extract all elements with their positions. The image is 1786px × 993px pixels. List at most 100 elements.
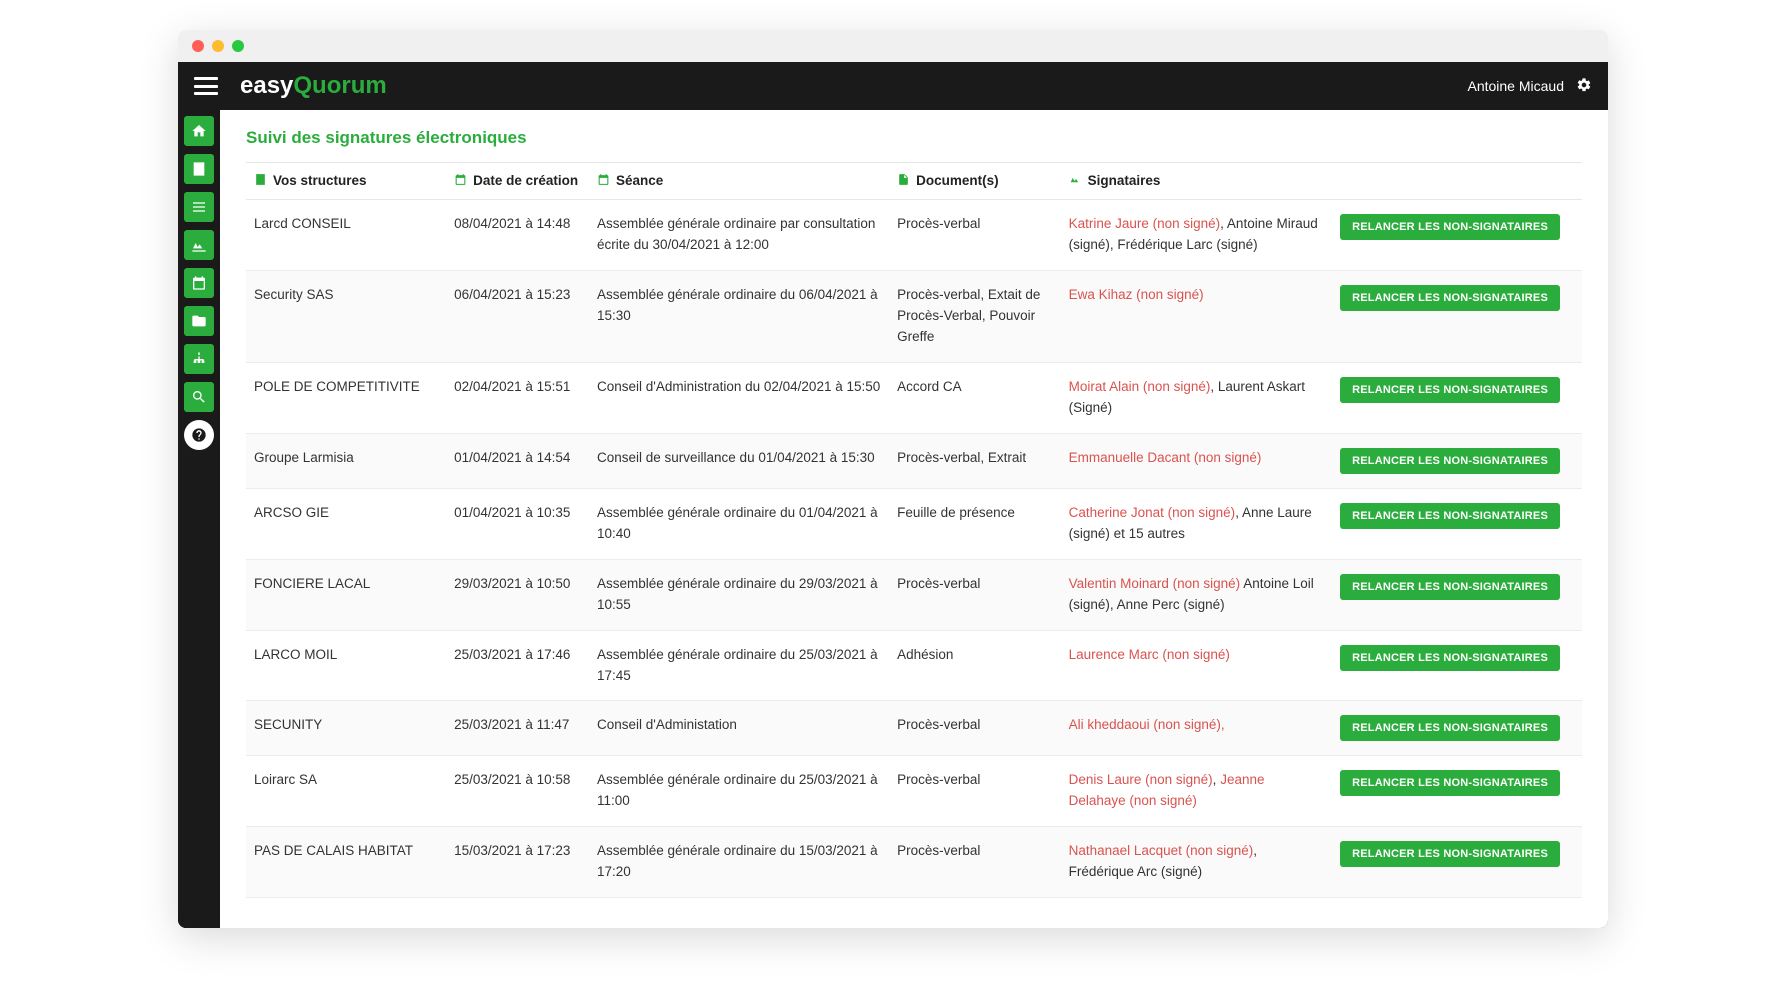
signataire-part: Nathanael Lacquet (non signé): [1069, 843, 1254, 858]
relaunch-button[interactable]: RELANCER LES NON-SIGNATAIRES: [1340, 645, 1560, 671]
cell-date: 08/04/2021 à 14:48: [446, 200, 589, 271]
app-logo[interactable]: easyQuorum: [240, 72, 387, 100]
table-row: FONCIERE LACAL29/03/2021 à 10:50Assemblé…: [246, 559, 1582, 630]
cell-seance: Assemblée générale ordinaire du 06/04/20…: [589, 271, 889, 363]
cell-documents: Procès-verbal, Extait de Procès-Verbal, …: [889, 271, 1060, 363]
table-row: POLE DE COMPETITIVITE02/04/2021 à 15:51C…: [246, 363, 1582, 434]
cell-documents: Adhésion: [889, 630, 1060, 701]
cell-documents: Accord CA: [889, 363, 1060, 434]
building-icon: [254, 173, 267, 189]
relaunch-button[interactable]: RELANCER LES NON-SIGNATAIRES: [1340, 214, 1560, 240]
signataire-part: Valentin Moinard (non signé): [1069, 576, 1241, 591]
relaunch-button[interactable]: RELANCER LES NON-SIGNATAIRES: [1340, 841, 1560, 867]
relaunch-button[interactable]: RELANCER LES NON-SIGNATAIRES: [1340, 377, 1560, 403]
cell-seance: Assemblée générale ordinaire du 25/03/20…: [589, 630, 889, 701]
table-row: SECUNITY25/03/2021 à 11:47Conseil d'Admi…: [246, 701, 1582, 756]
top-bar: easyQuorum Antoine Micaud: [178, 62, 1608, 110]
cell-structure: SECUNITY: [246, 701, 446, 756]
logo-part2: Quorum: [293, 72, 386, 99]
signatures-table: Vos structures Date de création Séance D…: [246, 162, 1582, 898]
cell-action: RELANCER LES NON-SIGNATAIRES: [1332, 433, 1582, 488]
signataire-part: Moirat Alain (non signé): [1069, 379, 1211, 394]
col-seance[interactable]: Séance: [589, 163, 889, 200]
col-structures[interactable]: Vos structures: [246, 163, 446, 200]
relaunch-button[interactable]: RELANCER LES NON-SIGNATAIRES: [1340, 770, 1560, 796]
window-max-dot[interactable]: [232, 40, 244, 52]
signataire-part: Ewa Kihaz (non signé): [1069, 287, 1204, 302]
cell-action: RELANCER LES NON-SIGNATAIRES: [1332, 271, 1582, 363]
cell-documents: Procès-verbal: [889, 559, 1060, 630]
calendar-icon: [454, 173, 467, 189]
main-content: Suivi des signatures électroniques Vos s…: [220, 110, 1608, 928]
cell-seance: Conseil d'Administration du 02/04/2021 à…: [589, 363, 889, 434]
cell-seance: Conseil d'Administation: [589, 701, 889, 756]
table-header-row: Vos structures Date de création Séance D…: [246, 163, 1582, 200]
signataire-part: Laurence Marc (non signé): [1069, 647, 1230, 662]
cell-structure: Security SAS: [246, 271, 446, 363]
cell-documents: Procès-verbal: [889, 200, 1060, 271]
sidebar: [178, 110, 220, 928]
relaunch-button[interactable]: RELANCER LES NON-SIGNATAIRES: [1340, 285, 1560, 311]
cell-action: RELANCER LES NON-SIGNATAIRES: [1332, 488, 1582, 559]
cell-date: 06/04/2021 à 15:23: [446, 271, 589, 363]
hamburger-icon[interactable]: [194, 77, 218, 95]
sidebar-calendar[interactable]: [184, 268, 214, 298]
col-signataires[interactable]: Signataires: [1061, 163, 1333, 200]
cell-action: RELANCER LES NON-SIGNATAIRES: [1332, 559, 1582, 630]
table-row: Groupe Larmisia01/04/2021 à 14:54Conseil…: [246, 433, 1582, 488]
document-icon: [897, 173, 910, 189]
cell-action: RELANCER LES NON-SIGNATAIRES: [1332, 363, 1582, 434]
sidebar-building[interactable]: [184, 154, 214, 184]
cell-documents: Procès-verbal: [889, 701, 1060, 756]
sidebar-signature[interactable]: [184, 230, 214, 260]
cell-action: RELANCER LES NON-SIGNATAIRES: [1332, 756, 1582, 827]
cell-signataires: Nathanael Lacquet (non signé), Frédériqu…: [1061, 827, 1333, 898]
col-documents[interactable]: Document(s): [889, 163, 1060, 200]
cell-action: RELANCER LES NON-SIGNATAIRES: [1332, 701, 1582, 756]
table-row: ARCSO GIE01/04/2021 à 10:35Assemblée gén…: [246, 488, 1582, 559]
relaunch-button[interactable]: RELANCER LES NON-SIGNATAIRES: [1340, 503, 1560, 529]
table-row: Larcd CONSEIL08/04/2021 à 14:48Assemblée…: [246, 200, 1582, 271]
signataire-part: Catherine Jonat (non signé): [1069, 505, 1236, 520]
cell-date: 02/04/2021 à 15:51: [446, 363, 589, 434]
cell-date: 25/03/2021 à 10:58: [446, 756, 589, 827]
cell-signataires: Denis Laure (non signé), Jeanne Delahaye…: [1061, 756, 1333, 827]
cell-date: 01/04/2021 à 10:35: [446, 488, 589, 559]
window-title-bar: [178, 30, 1608, 62]
cell-structure: Groupe Larmisia: [246, 433, 446, 488]
cell-date: 29/03/2021 à 10:50: [446, 559, 589, 630]
signataire-part: Denis Laure (non signé): [1069, 772, 1213, 787]
window-min-dot[interactable]: [212, 40, 224, 52]
browser-window: easyQuorum Antoine Micaud Suivi des sign…: [178, 30, 1608, 928]
relaunch-button[interactable]: RELANCER LES NON-SIGNATAIRES: [1340, 715, 1560, 741]
cell-action: RELANCER LES NON-SIGNATAIRES: [1332, 827, 1582, 898]
cell-seance: Assemblée générale ordinaire du 01/04/20…: [589, 488, 889, 559]
gear-icon[interactable]: [1576, 77, 1592, 96]
sidebar-folder[interactable]: [184, 306, 214, 336]
table-row: PAS DE CALAIS HABITAT15/03/2021 à 17:23A…: [246, 827, 1582, 898]
relaunch-button[interactable]: RELANCER LES NON-SIGNATAIRES: [1340, 574, 1560, 600]
table-row: Security SAS06/04/2021 à 15:23Assemblée …: [246, 271, 1582, 363]
sidebar-org[interactable]: [184, 344, 214, 374]
cell-action: RELANCER LES NON-SIGNATAIRES: [1332, 630, 1582, 701]
col-date[interactable]: Date de création: [446, 163, 589, 200]
sidebar-search[interactable]: [184, 382, 214, 412]
cell-date: 15/03/2021 à 17:23: [446, 827, 589, 898]
cell-structure: Loirarc SA: [246, 756, 446, 827]
sidebar-help[interactable]: [184, 420, 214, 450]
cell-structure: FONCIERE LACAL: [246, 559, 446, 630]
user-name[interactable]: Antoine Micaud: [1467, 78, 1564, 94]
table-row: Loirarc SA25/03/2021 à 10:58Assemblée gé…: [246, 756, 1582, 827]
relaunch-button[interactable]: RELANCER LES NON-SIGNATAIRES: [1340, 448, 1560, 474]
table-row: LARCO MOIL25/03/2021 à 17:46Assemblée gé…: [246, 630, 1582, 701]
cell-documents: Procès-verbal: [889, 756, 1060, 827]
cell-structure: POLE DE COMPETITIVITE: [246, 363, 446, 434]
cell-signataires: Emmanuelle Dacant (non signé): [1061, 433, 1333, 488]
logo-part1: easy: [240, 72, 293, 99]
cell-structure: ARCSO GIE: [246, 488, 446, 559]
col-action: [1332, 163, 1582, 200]
window-close-dot[interactable]: [192, 40, 204, 52]
sidebar-home[interactable]: [184, 116, 214, 146]
sidebar-list[interactable]: [184, 192, 214, 222]
cell-signataires: Katrine Jaure (non signé), Antoine Mirau…: [1061, 200, 1333, 271]
